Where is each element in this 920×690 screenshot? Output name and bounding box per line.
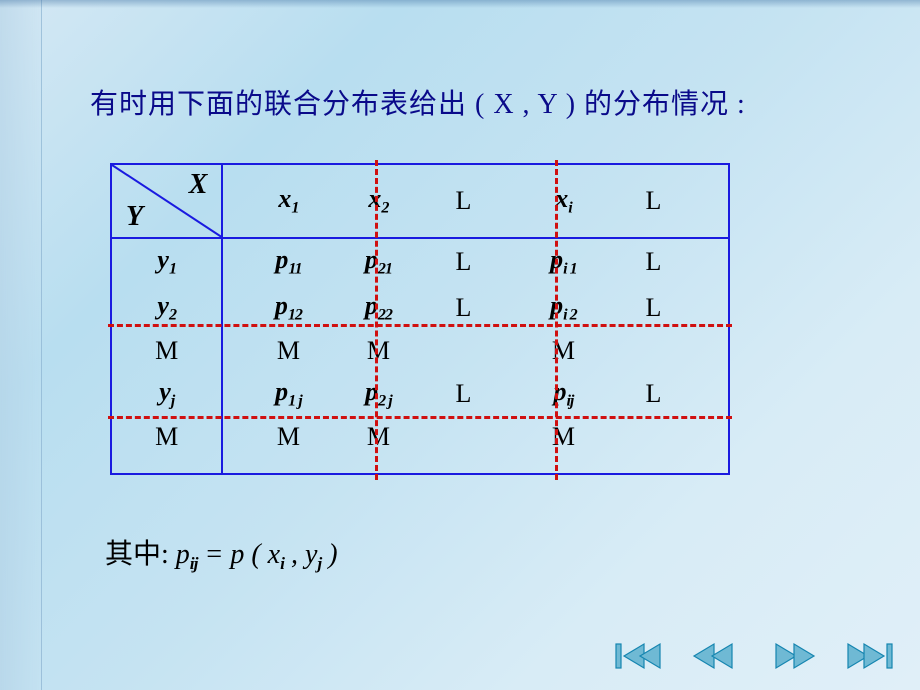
dashed-vertical-line [555,160,558,480]
table-cell: M [243,422,333,452]
nav-next-button[interactable] [764,640,820,672]
left-decor-stripe [0,0,42,690]
slide-title: 有时用下面的联合分布表给出 ( X , Y ) 的分布情况 : [90,82,746,122]
nav-buttons [612,640,896,672]
dashed-horizontal-line [108,324,732,327]
joint-distribution-table: X Y x1x2LxiL y1y2MyjM p11p21Lpi 1Lp12p22… [110,163,730,475]
dashed-vertical-line [375,160,378,480]
table-cell: p22 [333,291,423,325]
table-cell: p2 j [333,377,423,411]
table-cell: pi 1 [503,245,623,279]
col-var-label: X [189,169,208,201]
footer-formula: 其中: pij = p ( xi , yj ) [105,532,338,574]
table-cell: p1 j [243,377,333,411]
dashed-horizontal-line [108,416,732,419]
table-cell: M [333,336,423,366]
table-cell: M [503,336,623,366]
col-header: x1 [243,184,333,218]
col-header: L [623,186,683,216]
table-cell: p21 [333,245,423,279]
table-cell: L [423,379,503,409]
footer-prefix: 其中: [105,539,169,570]
table-cell: L [423,293,503,323]
row-headers-cell: y1 y2 Myj M [111,238,222,474]
table-cell: pi 2 [503,291,623,325]
table-cell: p12 [243,291,333,325]
table-cell: M [333,422,423,452]
row-header: y1 [112,245,221,279]
table-cell: pij [503,377,623,411]
row-header: yj [112,377,221,411]
table-corner-cell: X Y [111,164,222,238]
table-cell: L [423,247,503,277]
table-cell: L [623,247,683,277]
table-cell: M [503,422,623,452]
table-cell: M [243,336,333,366]
row-header: M [112,336,221,366]
table-cell: p11 [243,245,333,279]
values-cell: p11p21Lpi 1Lp12p22Lpi 2LMMMp1 jp2 jLpijL… [222,238,729,474]
row-header: y2 [112,291,221,325]
row-header: M [112,422,221,452]
col-header: x2 [333,184,423,218]
col-header: xi [503,184,623,218]
table-cell: L [623,293,683,323]
nav-last-button[interactable] [840,640,896,672]
nav-first-button[interactable] [612,640,668,672]
col-header: L [423,186,503,216]
row-var-label: Y [126,201,143,233]
nav-prev-button[interactable] [688,640,744,672]
top-edge-shadow [0,0,920,8]
column-headers-cell: x1x2LxiL [222,164,729,238]
footer-math: pij = p ( xi , yj ) [176,539,338,570]
table-cell: L [623,379,683,409]
